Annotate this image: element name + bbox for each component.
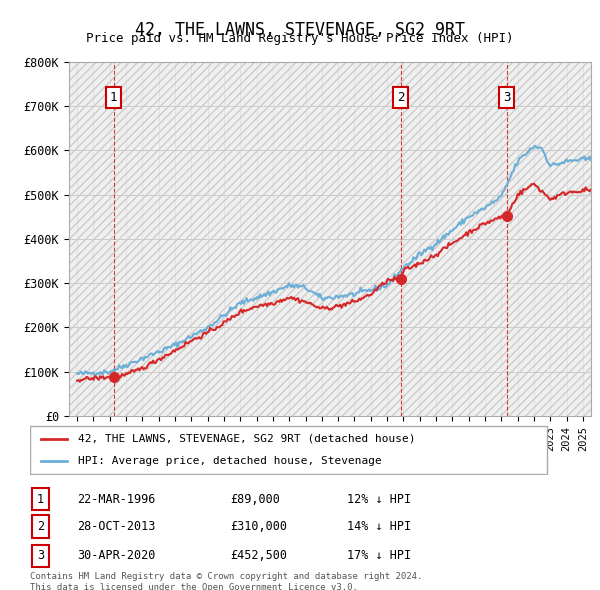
Text: 14% ↓ HPI: 14% ↓ HPI — [347, 520, 411, 533]
Text: 1: 1 — [110, 91, 117, 104]
Text: £89,000: £89,000 — [230, 493, 281, 506]
Text: 28-OCT-2013: 28-OCT-2013 — [77, 520, 156, 533]
Text: 2: 2 — [397, 91, 404, 104]
Text: 42, THE LAWNS, STEVENAGE, SG2 9RT: 42, THE LAWNS, STEVENAGE, SG2 9RT — [135, 21, 465, 39]
Text: 1: 1 — [37, 493, 44, 506]
Text: 30-APR-2020: 30-APR-2020 — [77, 549, 156, 562]
Text: 2: 2 — [37, 520, 44, 533]
Text: £310,000: £310,000 — [230, 520, 287, 533]
Text: 17% ↓ HPI: 17% ↓ HPI — [347, 549, 411, 562]
Text: 22-MAR-1996: 22-MAR-1996 — [77, 493, 156, 506]
Text: Contains HM Land Registry data © Crown copyright and database right 2024.
This d: Contains HM Land Registry data © Crown c… — [30, 572, 422, 590]
Text: 3: 3 — [503, 91, 511, 104]
Text: 3: 3 — [37, 549, 44, 562]
Text: HPI: Average price, detached house, Stevenage: HPI: Average price, detached house, Stev… — [77, 456, 381, 466]
Text: 42, THE LAWNS, STEVENAGE, SG2 9RT (detached house): 42, THE LAWNS, STEVENAGE, SG2 9RT (detac… — [77, 434, 415, 444]
Text: £452,500: £452,500 — [230, 549, 287, 562]
FancyBboxPatch shape — [30, 426, 547, 474]
Text: Price paid vs. HM Land Registry's House Price Index (HPI): Price paid vs. HM Land Registry's House … — [86, 32, 514, 45]
Text: 12% ↓ HPI: 12% ↓ HPI — [347, 493, 411, 506]
